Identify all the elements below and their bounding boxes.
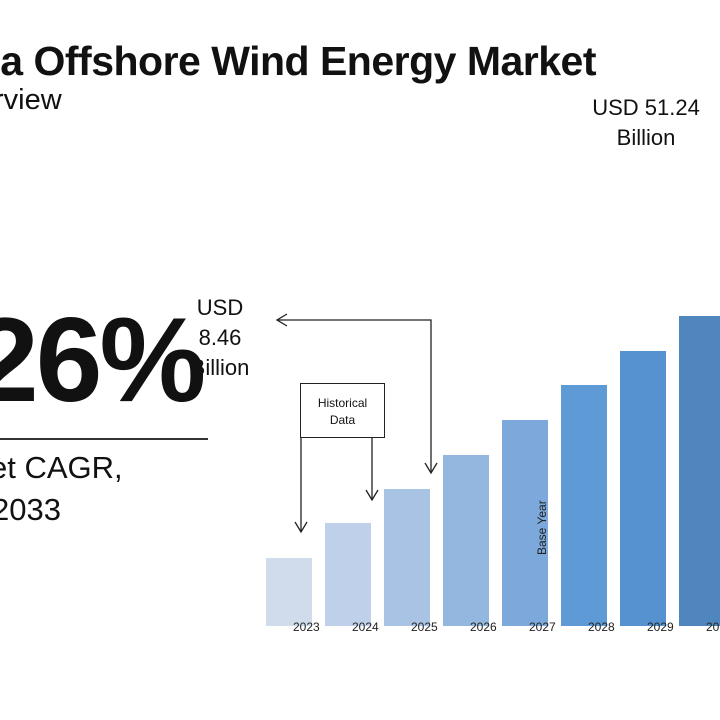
cagr-label-line2: 2033 [0, 492, 61, 527]
base-year-label: Base Year [535, 500, 549, 555]
bar-2026 [443, 454, 489, 626]
x-tick-label: 2026 [470, 620, 497, 634]
historical-data-box: Historical Data [300, 383, 385, 438]
x-tick-label: 2023 [293, 620, 320, 634]
cagr-value: 26% [0, 293, 206, 427]
arrowhead-2024 [365, 489, 379, 502]
bar-2024 [325, 522, 371, 626]
bar-2023 [266, 557, 312, 626]
bar-2025 [384, 488, 430, 626]
x-tick-label: 2027 [529, 620, 556, 634]
bar-2028 [561, 384, 607, 626]
x-tick-label: 2024 [352, 620, 379, 634]
start-value-line3: Billion [190, 355, 250, 380]
arrow-to-start-value [277, 319, 432, 473]
divider [0, 438, 208, 440]
bar-2027 [502, 419, 548, 626]
bar-2030 [679, 316, 720, 626]
cagr-label-line1: et CAGR, [0, 450, 123, 485]
x-tick-label: 2028 [588, 620, 615, 634]
x-tick-label: 2029 [647, 620, 674, 634]
end-value-line2: Billion [616, 125, 676, 150]
chart-title: ca Offshore Wind Energy Market [0, 38, 597, 84]
start-value-line1: USD [196, 295, 244, 320]
start-value-line2: 8.46 [198, 325, 242, 350]
historical-line1: Historical [317, 396, 368, 410]
chart-subtitle: rview [0, 84, 62, 116]
end-value-line1: USD 51.24 [592, 95, 700, 120]
start-value-label: USD 8.46 Billion [180, 293, 260, 383]
historical-line2: Data [329, 413, 356, 427]
bar-2029 [620, 350, 666, 626]
end-value-label: USD 51.24 Billion [576, 93, 716, 153]
arrowhead-left [275, 313, 288, 327]
arrowhead-2025 [424, 462, 438, 475]
x-tick-label: 2030 [706, 620, 720, 634]
arrowhead-2023 [294, 521, 308, 534]
x-tick-label: 2025 [411, 620, 438, 634]
